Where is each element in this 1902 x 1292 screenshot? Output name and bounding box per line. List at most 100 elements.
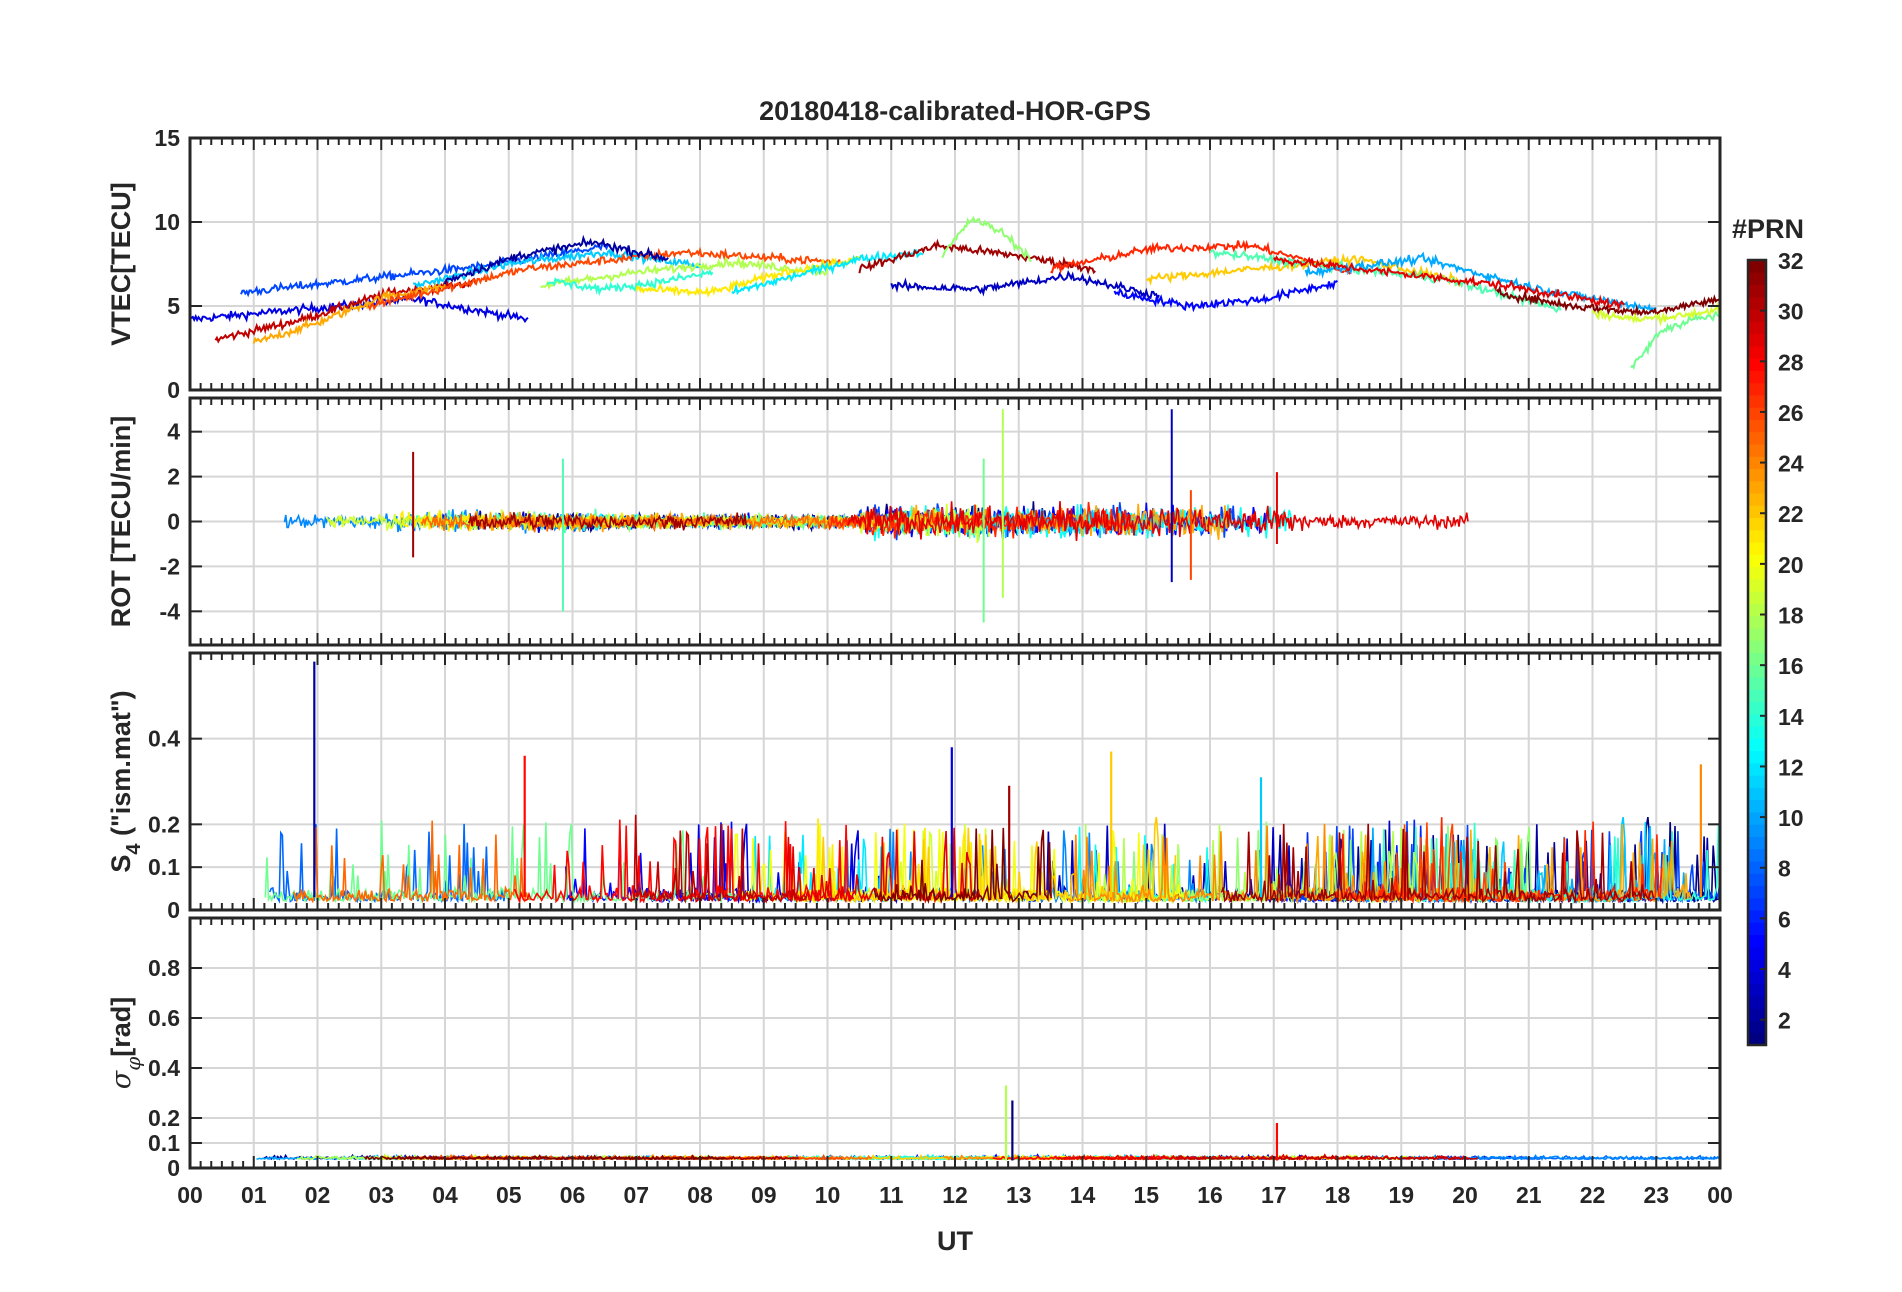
y-tick-label: 4 bbox=[167, 419, 180, 445]
colorbar-tick-label: 18 bbox=[1778, 603, 1804, 629]
colorbar-swatch bbox=[1748, 910, 1766, 923]
x-axis-label: UT bbox=[937, 1226, 973, 1256]
x-tick-label: 10 bbox=[815, 1182, 841, 1208]
chart-title: 20180418-calibrated-HOR-GPS bbox=[759, 96, 1151, 126]
colorbar-swatch bbox=[1748, 578, 1766, 592]
y-tick-label: 15 bbox=[154, 125, 180, 151]
colorbar-swatch bbox=[1748, 836, 1766, 850]
s4-line-prn-31 bbox=[1220, 823, 1655, 905]
colorbar-swatch bbox=[1748, 799, 1766, 813]
y-tick-label: 0 bbox=[167, 377, 180, 403]
colorbar-tick-label: 26 bbox=[1778, 400, 1804, 426]
x-tick-label: 15 bbox=[1133, 1182, 1159, 1208]
colorbar-swatch bbox=[1748, 652, 1766, 666]
vtec-line-prn-4 bbox=[190, 292, 529, 324]
colorbar-swatch bbox=[1748, 627, 1766, 641]
vtec-line-prn-21 bbox=[635, 255, 860, 298]
colorbar-tick-label: 12 bbox=[1778, 754, 1804, 780]
colorbar-swatch bbox=[1748, 431, 1766, 445]
colorbar-swatch bbox=[1748, 407, 1766, 420]
sigma-line-prn-32 bbox=[363, 1154, 727, 1161]
colorbar-swatch bbox=[1748, 824, 1766, 837]
panel-3: 0 0.1 0.2 0.4S4 ("ism.mat") bbox=[106, 651, 1722, 923]
colorbar-label: #PRN bbox=[1732, 214, 1804, 244]
x-tick-label: 14 bbox=[1070, 1182, 1096, 1208]
y-tick-label: 0 bbox=[167, 897, 180, 923]
colorbar-swatch bbox=[1748, 517, 1766, 531]
vtec-line-prn-29 bbox=[1272, 255, 1626, 312]
x-tick-label: 20 bbox=[1452, 1182, 1478, 1208]
vtec-line-prn-2 bbox=[444, 234, 669, 285]
colorbar-swatch bbox=[1748, 677, 1766, 690]
y-tick-label: 0.6 bbox=[148, 1005, 180, 1031]
y-axis-label: S4 ("ism.mat") bbox=[106, 690, 145, 872]
panel-4: 00.10.2 0.4 0.6 0.8σφ[rad] 00 01 02 03 04 05 06 07 0… bbox=[106, 916, 1733, 1208]
colorbar-frame bbox=[1746, 258, 1768, 1047]
colorbar-tick-label: 24 bbox=[1778, 451, 1804, 477]
x-tick-label: 08 bbox=[687, 1182, 713, 1208]
x-ticks bbox=[189, 918, 1721, 1169]
colorbar-swatch bbox=[1748, 505, 1766, 519]
series-group bbox=[190, 215, 1720, 370]
colorbar-tick-label: 4 bbox=[1778, 957, 1791, 983]
s4-line-prn-29 bbox=[783, 827, 981, 904]
y-tick-label: 0.8 bbox=[148, 955, 180, 981]
colorbar-swatch bbox=[1748, 370, 1766, 384]
rot-line-prn-31 bbox=[468, 512, 747, 532]
y-tick-label: 10 bbox=[154, 209, 180, 235]
colorbar-swatch bbox=[1748, 738, 1766, 752]
colorbar-swatch bbox=[1748, 272, 1766, 286]
colorbar-swatch bbox=[1748, 664, 1766, 678]
colorbar-swatch bbox=[1748, 873, 1766, 887]
colorbar-swatch bbox=[1748, 529, 1766, 543]
colorbar-swatch bbox=[1748, 995, 1766, 1009]
y-tick-label: 0 bbox=[167, 1155, 180, 1181]
colorbar-swatch bbox=[1748, 333, 1766, 347]
x-ticks bbox=[189, 653, 1721, 911]
colorbar-swatch bbox=[1748, 309, 1766, 322]
colorbar-swatch bbox=[1748, 321, 1766, 335]
colorbar-swatch bbox=[1748, 443, 1766, 457]
colorbar-swatch bbox=[1748, 640, 1766, 653]
x-tick-label: 16 bbox=[1197, 1182, 1223, 1208]
vtec-line-prn-32 bbox=[1496, 285, 1720, 318]
colorbar-tick-label: 30 bbox=[1778, 299, 1804, 325]
x-tick-label: 13 bbox=[1006, 1182, 1032, 1208]
vtec-line-prn-22 bbox=[1146, 252, 1466, 288]
colorbar-swatch bbox=[1748, 603, 1766, 617]
y-tick-label: -4 bbox=[160, 598, 181, 624]
colorbar-tick-label: 2 bbox=[1778, 1008, 1791, 1034]
colorbar-swatch bbox=[1748, 848, 1766, 862]
colorbar-swatch bbox=[1748, 762, 1766, 776]
sigma-line-prn-30 bbox=[1175, 1154, 1479, 1161]
vtec-line-prn-7 bbox=[240, 242, 612, 298]
s4-line-prn-25 bbox=[292, 820, 530, 904]
vtec-line-prn-10 bbox=[1304, 251, 1657, 315]
x-tick-label: 07 bbox=[623, 1182, 649, 1208]
colorbar-swatch bbox=[1748, 1008, 1766, 1021]
colorbar-swatch bbox=[1748, 885, 1766, 899]
panel-2: -4 -2 0 2 4 ROT [TECU/min] bbox=[106, 396, 1722, 647]
s4-line-prn-27 bbox=[1334, 817, 1663, 904]
colorbar-swatch bbox=[1748, 566, 1766, 580]
x-tick-label: 23 bbox=[1643, 1182, 1669, 1208]
colorbar-swatch bbox=[1748, 542, 1766, 555]
colorbar-swatch bbox=[1748, 775, 1766, 788]
colorbar-swatch bbox=[1748, 615, 1766, 629]
colorbar-tick-label: 28 bbox=[1778, 349, 1804, 375]
colorbar-tick-label: 22 bbox=[1778, 501, 1804, 527]
x-tick-label: 17 bbox=[1261, 1182, 1287, 1208]
colorbar-swatch bbox=[1748, 345, 1766, 359]
colorbar-swatch bbox=[1748, 591, 1766, 604]
s4-line-prn-16 bbox=[264, 820, 738, 904]
x-tick-label: 19 bbox=[1388, 1182, 1414, 1208]
colorbar-swatch bbox=[1748, 1020, 1766, 1034]
x-tick-label: 22 bbox=[1580, 1182, 1606, 1208]
colorbar-tick-label: 8 bbox=[1778, 856, 1791, 882]
colorbar-swatch bbox=[1748, 787, 1766, 801]
colorbar-swatch bbox=[1748, 358, 1766, 371]
x-tick-label: 05 bbox=[496, 1182, 522, 1208]
colorbar-swatch bbox=[1748, 983, 1766, 997]
y-tick-label: 0.4 bbox=[148, 1055, 180, 1081]
